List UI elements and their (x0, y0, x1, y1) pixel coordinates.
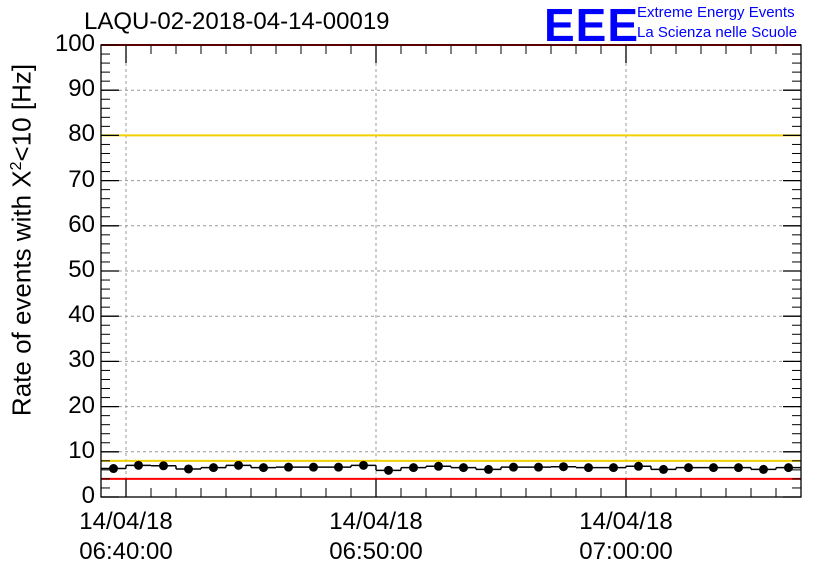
x-tick-date: 14/04/18 (79, 508, 173, 535)
x-tick-label: 14/04/18 06:40:00 (56, 507, 196, 567)
x-tick-label: 14/04/18 06:50:00 (306, 507, 446, 567)
logo-line-2: La Scienza nelle Scuole (637, 24, 798, 41)
data-point (434, 461, 443, 471)
logo-line-1: Extreme Energy Events (637, 4, 795, 21)
y-tick-label: 50 (68, 256, 95, 283)
data-point (509, 462, 518, 472)
data-point (159, 461, 168, 471)
data-point (334, 462, 343, 472)
data-point (559, 462, 568, 472)
eee-logo: EEE (544, 0, 640, 51)
data-point (409, 463, 418, 473)
data-point (284, 462, 293, 472)
y-tick-label: 10 (68, 436, 95, 464)
y-tick-label: 60 (68, 210, 95, 238)
y-tick-label: 100 (54, 30, 95, 57)
y-axis-label: Rate of events with X2<10 [Hz] (6, 63, 37, 417)
x-tick-label: 14/04/18 07:00:00 (556, 507, 696, 567)
y-tick-label: 70 (68, 165, 95, 193)
data-point (534, 462, 543, 472)
data-point (784, 463, 793, 473)
data-point (484, 464, 493, 474)
data-point (309, 462, 318, 472)
data-point (109, 464, 118, 474)
x-tick-time: 06:50:00 (329, 538, 423, 565)
x-tick-time: 07:00:00 (579, 538, 673, 565)
data-point (184, 464, 193, 474)
data-point (234, 460, 243, 470)
data-point (134, 460, 143, 470)
data-point (759, 464, 768, 474)
grid-lines (101, 45, 801, 497)
y-tick-label: 0 (81, 482, 95, 509)
data-point (684, 463, 693, 473)
data-point (659, 464, 668, 474)
data-point (209, 463, 218, 473)
y-tick-label: 80 (68, 120, 95, 148)
data-point (634, 461, 643, 471)
data-series (101, 460, 801, 475)
x-tick-date: 14/04/18 (579, 508, 673, 535)
reference-lines (101, 44, 801, 480)
y-tick-label: 20 (68, 391, 95, 419)
data-point (734, 463, 743, 473)
y-tick-label: 30 (68, 346, 95, 374)
data-point (359, 460, 368, 470)
y-tick-label: 40 (68, 301, 95, 329)
axis-ticks (100, 44, 802, 498)
data-point (259, 463, 268, 473)
y-tick-label: 90 (68, 75, 95, 103)
data-point (584, 463, 593, 473)
x-tick-date: 14/04/18 (329, 508, 423, 535)
data-point (384, 465, 393, 475)
data-point (609, 463, 618, 473)
data-point (709, 463, 718, 473)
data-point (459, 463, 468, 473)
x-tick-time: 06:40:00 (79, 538, 173, 565)
chart-title: LAQU-02-2018-04-14-00019 (84, 8, 390, 35)
